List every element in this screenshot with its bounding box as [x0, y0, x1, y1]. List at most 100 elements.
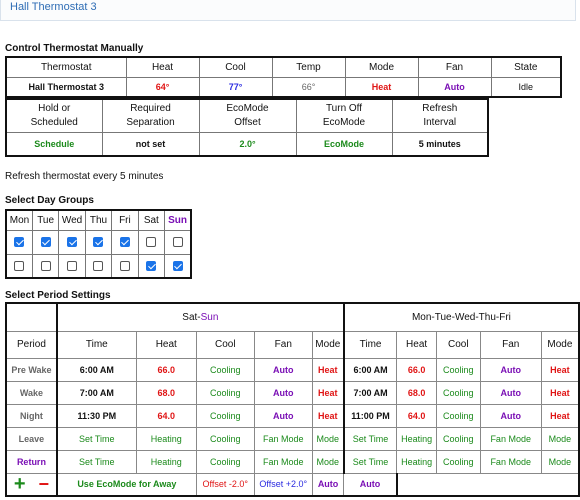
- period-time-g2[interactable]: 11:00 PM: [342, 403, 398, 428]
- period-heat-g2[interactable]: 64.0: [396, 403, 437, 428]
- period-time-g1[interactable]: 6:00 AM: [55, 357, 137, 382]
- period-fan-g1[interactable]: Fan Mode: [253, 426, 313, 451]
- away-mode[interactable]: Auto: [343, 472, 398, 497]
- period-label[interactable]: Wake: [5, 380, 58, 405]
- day-checkbox-cell: [111, 229, 139, 255]
- day-checkbox-tue-row2[interactable]: [40, 260, 51, 271]
- period-cool-g2[interactable]: Cooling: [435, 449, 481, 474]
- day-checkbox-tue-row1[interactable]: [40, 236, 51, 247]
- period-row: Night 11:30 PM 64.0 Cooling Auto Heat 11:00 PM…: [5, 403, 580, 428]
- period-time-g1[interactable]: 11:30 PM: [55, 403, 137, 428]
- period-fan-g2[interactable]: Auto: [479, 403, 542, 428]
- day-checkbox-fri-row1[interactable]: [119, 236, 130, 247]
- period-time-g1[interactable]: 7:00 AM: [55, 380, 137, 405]
- period-mode-g2[interactable]: Heat: [540, 357, 580, 382]
- period-time-g2[interactable]: Set Time: [342, 426, 398, 451]
- remove-period-button[interactable]: −: [38, 474, 50, 495]
- day-checkbox-wed-row2[interactable]: [67, 260, 78, 271]
- period-label[interactable]: Pre Wake: [5, 357, 58, 382]
- period-mode-g2[interactable]: Heat: [540, 403, 580, 428]
- period-cool-g1[interactable]: Cooling: [195, 403, 255, 428]
- period-fan-g1[interactable]: Auto: [253, 380, 313, 405]
- day-checkbox-cell: [164, 229, 192, 255]
- period-fan-g2[interactable]: Fan Mode: [479, 449, 542, 474]
- day-checkbox-wed-row1[interactable]: [67, 236, 78, 247]
- period-heat-g1[interactable]: 66.0: [135, 357, 197, 382]
- period-cool-g1[interactable]: Cooling: [195, 357, 255, 382]
- day-checkbox-sat-row1[interactable]: [146, 236, 157, 247]
- period-fan-g1[interactable]: Auto: [253, 403, 313, 428]
- period-cool-g1[interactable]: Cooling: [195, 380, 255, 405]
- period-time-g2[interactable]: Set Time: [342, 449, 398, 474]
- thermostat-tab-header[interactable]: Hall Thermostat 3: [0, 0, 576, 21]
- period-time-g2[interactable]: 6:00 AM: [342, 357, 398, 382]
- period-fan-g1[interactable]: Auto: [253, 357, 313, 382]
- day-checkbox-thu-row1[interactable]: [93, 236, 104, 247]
- refresh-interval-value[interactable]: 5 minutes: [391, 131, 489, 157]
- eco-offset-value[interactable]: 2.0°: [198, 131, 297, 157]
- day-group-row-2: [5, 253, 192, 279]
- period-mode-g2[interactable]: Mode: [540, 426, 580, 451]
- period-heat-g2[interactable]: 68.0: [396, 380, 437, 405]
- thermostat-tab-title[interactable]: Hall Thermostat 3: [10, 1, 97, 13]
- thermostat-settings-table: Hold or Scheduled Required Separation EcoM…: [5, 98, 489, 157]
- day-checkbox-sun-row1[interactable]: [172, 236, 183, 247]
- period-heat-g2[interactable]: 66.0: [396, 357, 437, 382]
- group-sat-label: Sat-: [182, 311, 201, 323]
- period-mode-g1[interactable]: Heat: [311, 403, 345, 428]
- period-cool-g2[interactable]: Cooling: [435, 426, 481, 451]
- period-fan-g2[interactable]: Auto: [479, 357, 542, 382]
- day-checkbox-sat-row2[interactable]: [146, 260, 157, 271]
- period-label[interactable]: Return: [5, 449, 58, 474]
- header-separation-line2: Separation: [126, 116, 175, 128]
- period-heat-g2[interactable]: Heating: [396, 426, 437, 451]
- period-fan-g2[interactable]: Fan Mode: [479, 426, 542, 451]
- cool-setpoint[interactable]: 77°: [198, 76, 273, 98]
- period-cool-g1[interactable]: Cooling: [195, 449, 255, 474]
- period-time-g1[interactable]: Set Time: [55, 426, 137, 451]
- period-cool-g2[interactable]: Cooling: [435, 403, 481, 428]
- period-mode-g1[interactable]: Heat: [311, 380, 345, 405]
- fan-selector[interactable]: Auto: [417, 76, 492, 98]
- day-groups-title: Select Day Groups: [5, 195, 94, 206]
- period-mode-g2[interactable]: Mode: [540, 449, 580, 474]
- period-heat-g1[interactable]: Heating: [135, 426, 197, 451]
- header-turn-off-line1: Turn Off: [325, 102, 363, 114]
- period-mode-g1[interactable]: Mode: [311, 449, 345, 474]
- day-checkbox-fri-row2[interactable]: [119, 260, 130, 271]
- away-offset-heat[interactable]: Offset -2.0°: [195, 472, 255, 497]
- period-heat-g1[interactable]: Heating: [135, 449, 197, 474]
- day-checkbox-cell: [31, 253, 60, 279]
- period-fan-g1[interactable]: Fan Mode: [253, 449, 313, 474]
- period-cool-g2[interactable]: Cooling: [435, 357, 481, 382]
- period-time-g1[interactable]: Set Time: [55, 449, 137, 474]
- period-mode-g2[interactable]: Heat: [540, 380, 580, 405]
- period-cool-g1[interactable]: Cooling: [195, 426, 255, 451]
- period-fan-g2[interactable]: Auto: [479, 380, 542, 405]
- separation-value[interactable]: not set: [101, 131, 200, 157]
- period-heat-g2[interactable]: Heating: [396, 449, 437, 474]
- hold-schedule-toggle[interactable]: Schedule: [5, 131, 103, 157]
- day-checkbox-thu-row2[interactable]: [93, 260, 104, 271]
- col-fan-g2: Fan: [479, 330, 542, 359]
- turn-off-ecomode-button[interactable]: EcoMode: [295, 131, 393, 157]
- period-heat-g1[interactable]: 68.0: [135, 380, 197, 405]
- period-label[interactable]: Night: [5, 403, 58, 428]
- add-period-button[interactable]: +: [13, 473, 26, 496]
- away-fan[interactable]: Auto: [311, 472, 345, 497]
- heat-setpoint[interactable]: 64°: [125, 76, 200, 98]
- header-thermostat: Thermostat: [5, 56, 127, 78]
- day-checkbox-mon-row2[interactable]: [14, 260, 25, 271]
- use-ecomode-away-button[interactable]: Use EcoMode for Away: [55, 472, 197, 497]
- period-heat-g1[interactable]: 64.0: [135, 403, 197, 428]
- period-label[interactable]: Leave: [5, 426, 58, 451]
- period-cool-g2[interactable]: Cooling: [435, 380, 481, 405]
- day-checkbox-sun-row2[interactable]: [172, 260, 183, 271]
- period-time-g2[interactable]: 7:00 AM: [342, 380, 398, 405]
- period-mode-g1[interactable]: Mode: [311, 426, 345, 451]
- period-mode-g1[interactable]: Heat: [311, 357, 345, 382]
- day-checkbox-mon-row1[interactable]: [14, 236, 25, 247]
- current-temp: 66°: [271, 76, 346, 98]
- mode-selector[interactable]: Heat: [344, 76, 419, 98]
- away-offset-cool[interactable]: Offset +2.0°: [253, 472, 313, 497]
